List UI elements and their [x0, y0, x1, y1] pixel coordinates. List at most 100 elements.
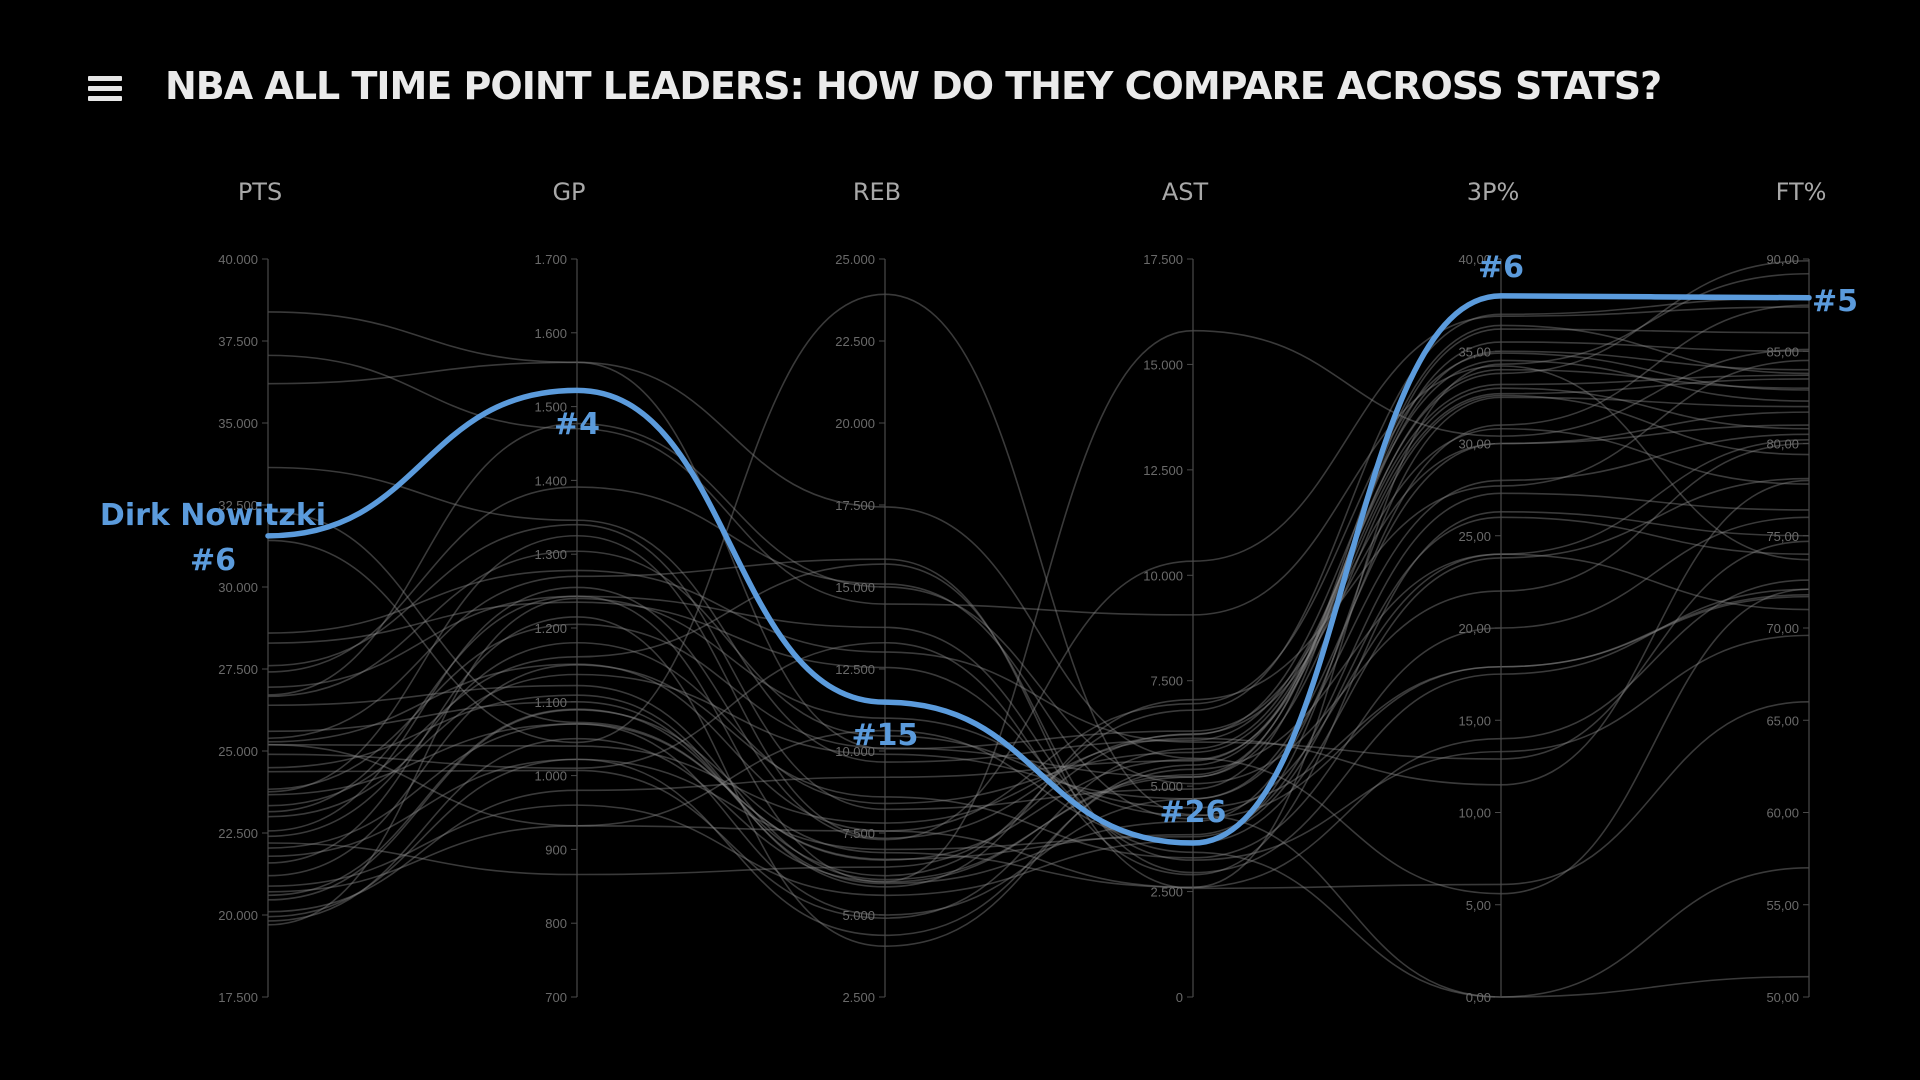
tick-label: 32.500	[218, 498, 258, 513]
series-line[interactable]	[267, 516, 1810, 858]
tick-label: 50,00	[1766, 990, 1799, 1005]
series-line[interactable]	[267, 595, 1810, 861]
tick-label: 17.500	[218, 990, 258, 1005]
tick-label: 35.000	[218, 416, 258, 431]
menu-bar-middle	[88, 86, 122, 91]
background-lines	[267, 260, 1810, 998]
tick-label: 17.500	[835, 498, 875, 513]
tick-label: 10.000	[1143, 568, 1183, 583]
tick-label: 30,00	[1458, 437, 1491, 452]
rank-label-pts: #6	[190, 543, 236, 578]
series-line[interactable]	[267, 563, 1810, 874]
menu-bar-bottom	[88, 96, 122, 101]
tick-label: 40.000	[218, 252, 258, 267]
series-line[interactable]	[267, 550, 1810, 809]
tick-label: 22.500	[218, 826, 258, 841]
series-line[interactable]	[267, 374, 1810, 763]
series-line[interactable]	[267, 260, 1810, 919]
highlight-group: Dirk Nowitzki #6 #4 #15 #26 #6 #5	[100, 250, 1858, 846]
tick-label: 70,00	[1766, 621, 1799, 636]
tick-label: 7.500	[842, 826, 875, 841]
series-line[interactable]	[267, 293, 1810, 998]
tick-label: 35,00	[1458, 344, 1491, 359]
tick-label: 25,00	[1458, 529, 1491, 544]
series-line[interactable]	[267, 439, 1810, 937]
tick-label: 1.600	[534, 326, 567, 341]
series-line[interactable]	[267, 540, 1810, 760]
tick-label: 5,00	[1466, 898, 1491, 913]
rank-label-reb: #15	[852, 718, 919, 753]
tick-label: 1.700	[534, 252, 567, 267]
tick-label: 80,00	[1766, 437, 1799, 452]
tick-label: 800	[545, 916, 567, 931]
menu-bar-top	[88, 76, 122, 81]
tick-label: 22.500	[835, 334, 875, 349]
axis-title-ftpct: FT%	[1776, 178, 1827, 206]
series-line[interactable]	[267, 579, 1810, 893]
series-line[interactable]	[267, 411, 1810, 876]
tick-label: 1.100	[534, 695, 567, 710]
tick-label: 1.500	[534, 400, 567, 415]
series-line[interactable]	[267, 516, 1810, 877]
series-line[interactable]	[267, 272, 1810, 901]
tick-label: 40,00	[1458, 252, 1491, 267]
series-line[interactable]	[267, 424, 1810, 818]
tick-label: 17.500	[1143, 252, 1183, 267]
highlight-line[interactable]	[265, 293, 1812, 846]
tick-label: 2.500	[842, 990, 875, 1005]
series-line[interactable]	[267, 479, 1810, 824]
tick-label: 5.000	[1150, 779, 1183, 794]
series-line[interactable]	[267, 558, 1810, 890]
highlight-player-name: Dirk Nowitzki	[100, 498, 326, 533]
series-line[interactable]	[267, 394, 1810, 791]
tick-label: 37.500	[218, 334, 258, 349]
page-title: NBA ALL TIME POINT LEADERS: HOW DO THEY …	[165, 64, 1662, 108]
series-line[interactable]	[267, 492, 1810, 861]
series-line[interactable]	[267, 368, 1810, 913]
series-line[interactable]	[267, 387, 1810, 838]
tick-label: 15.000	[835, 580, 875, 595]
tick-label: 0,00	[1466, 990, 1491, 1005]
series-line[interactable]	[267, 359, 1810, 888]
tick-label: 12.500	[1143, 463, 1183, 478]
series-line[interactable]	[267, 486, 1810, 820]
axis-title-ast: AST	[1162, 178, 1209, 206]
tick-label: 20.000	[218, 908, 258, 923]
tick-label: 7.500	[1150, 674, 1183, 689]
tick-label: 900	[545, 842, 567, 857]
axis-title-3ppct: 3P%	[1467, 178, 1520, 206]
tick-label: 1.000	[534, 769, 567, 784]
tick-label: 75,00	[1766, 529, 1799, 544]
series-line[interactable]	[267, 352, 1810, 832]
tick-label: 2.500	[1150, 885, 1183, 900]
rank-label-3ppct: #6	[1478, 250, 1524, 285]
axis-title-gp: GP	[552, 178, 585, 206]
tick-label: 20,00	[1458, 621, 1491, 636]
tick-label: 15,00	[1458, 713, 1491, 728]
series-line[interactable]	[267, 477, 1810, 844]
rank-label-ast: #26	[1160, 795, 1227, 830]
tick-label: 1.400	[534, 473, 567, 488]
tick-label: 65,00	[1766, 713, 1799, 728]
series-line[interactable]	[267, 601, 1810, 998]
axis-title-reb: REB	[853, 178, 901, 206]
tick-label: 0	[1176, 990, 1183, 1005]
series-line[interactable]	[267, 422, 1810, 785]
tick-label: 20.000	[835, 416, 875, 431]
tick-label: 55,00	[1766, 898, 1799, 913]
tick-label: 90,00	[1766, 252, 1799, 267]
series-line[interactable]	[267, 354, 1810, 616]
tick-label: 25.000	[835, 252, 875, 267]
axis-title-pts: PTS	[238, 178, 282, 206]
tick-label: 60,00	[1766, 806, 1799, 821]
axes: PTS 17.500 20.000 22.500 25.000 27.500 30.000 3…	[218, 178, 1826, 1005]
tick-label: 25.000	[218, 744, 258, 759]
tick-label: 700	[545, 990, 567, 1005]
tick-label: 27.500	[218, 662, 258, 677]
tick-label: 10,00	[1458, 806, 1491, 821]
tick-label: 1.300	[534, 547, 567, 562]
hamburger-menu-icon[interactable]	[86, 70, 126, 106]
tick-label: 5.000	[842, 908, 875, 923]
tick-label: 12.500	[835, 662, 875, 677]
